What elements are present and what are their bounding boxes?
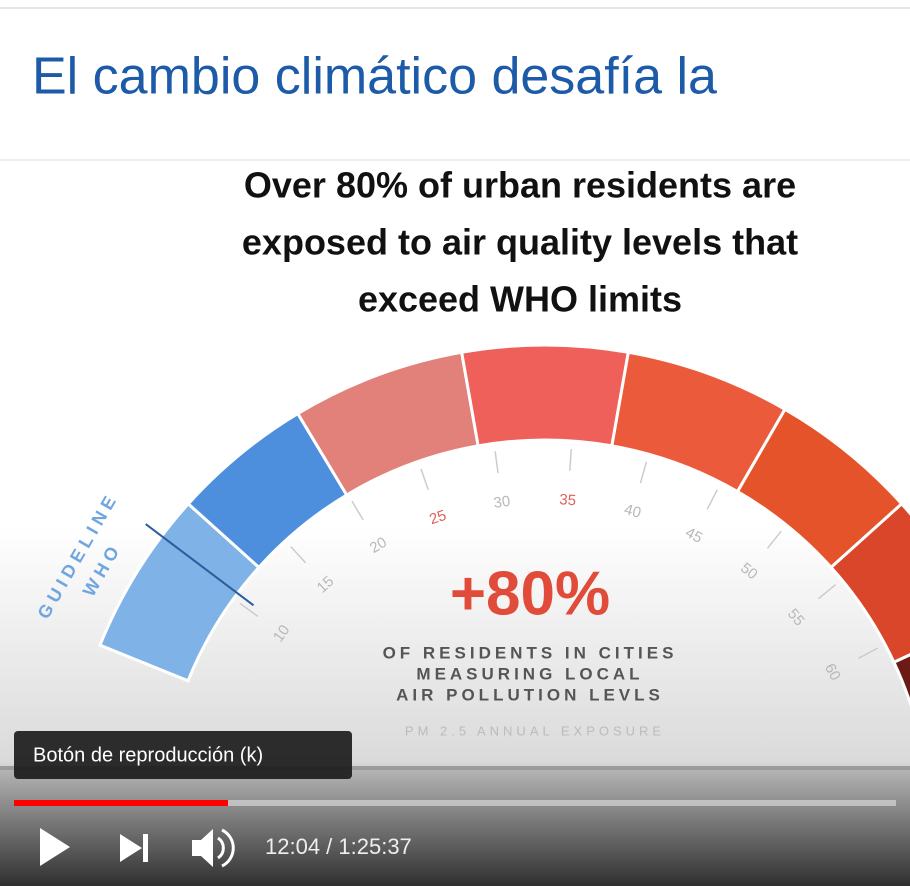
gauge-tick-label: 40 (622, 501, 643, 522)
next-button[interactable] (120, 834, 148, 862)
progress-track[interactable] (14, 800, 896, 806)
gauge-tick (639, 461, 648, 484)
volume-button[interactable] (192, 828, 235, 868)
gauge-tick-label: 30 (493, 493, 512, 512)
gauge-segment (459, 343, 631, 448)
gauge-segment (828, 501, 910, 665)
gauge-tick-label: 10 (270, 622, 294, 645)
gauge-tick (569, 448, 573, 471)
gauge-tick (290, 546, 307, 564)
controls-shade (0, 760, 910, 886)
big-number: +80% (450, 559, 610, 628)
headline: Over 80% of urban residents are (244, 165, 796, 206)
controls-bg (0, 766, 910, 886)
tooltip: Botón de reproducción (k) (33, 744, 263, 766)
volume-wave (221, 828, 235, 868)
gauge-tick-label: 60 (821, 661, 844, 684)
gauge-tick (766, 530, 782, 549)
gauge-tick (818, 584, 836, 600)
speaker-icon (192, 829, 213, 867)
gauge-tick-label: 50 (737, 559, 761, 583)
caption: AIR POLLUTION LEVLS (396, 685, 664, 704)
gauge-tick (420, 468, 429, 490)
gauge-tick (351, 500, 364, 521)
gauge-segment (891, 653, 910, 708)
caption: OF RESIDENTS IN CITIES (383, 643, 678, 662)
volume-wave (217, 836, 225, 860)
gauge-tick (239, 602, 259, 617)
tooltip-bg (14, 731, 352, 779)
gauge-tick-label: 20 (367, 534, 390, 557)
gauge-tick-label: 25 (427, 507, 448, 529)
gauge-tick-label: 45 (682, 524, 705, 547)
footnote: PM 2.5 ANNUAL EXPOSURE (405, 723, 665, 738)
who-guideline-line (145, 523, 255, 607)
gauge-tick (858, 647, 879, 659)
headline: exceed WHO limits (358, 279, 682, 320)
infographic-text: Over 80% of urban residents are exposed t… (242, 165, 798, 739)
gauge-tick-label: 35 (559, 491, 577, 509)
play-button[interactable] (40, 828, 70, 866)
gauge-tick (706, 489, 718, 510)
slide-title: El cambio climático desafía la (32, 48, 717, 106)
time-display: 12:04 / 1:25:37 (265, 834, 412, 859)
gauge-tick-label: 55 (784, 606, 808, 630)
progress-played[interactable] (14, 800, 228, 806)
caption: MEASURING LOCAL (416, 664, 643, 683)
headline: exposed to air quality levels that (242, 222, 798, 263)
gauge-tick (494, 451, 499, 474)
